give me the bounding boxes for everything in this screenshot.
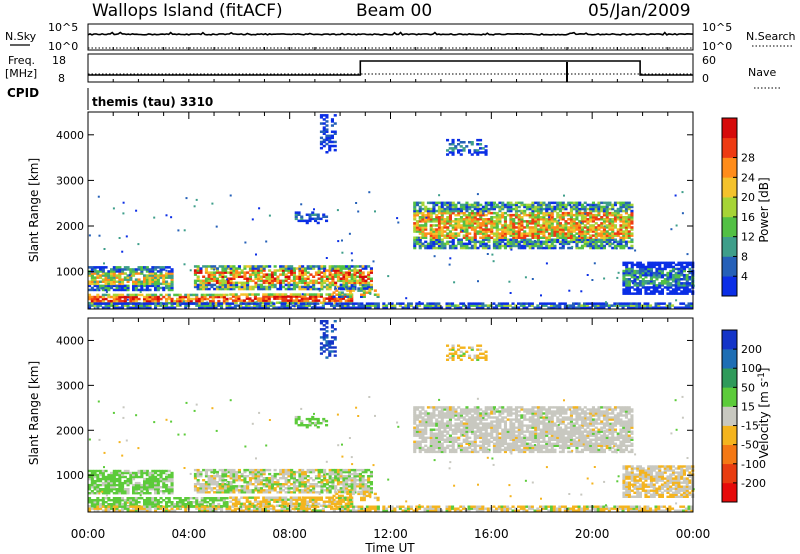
power-colorbar-swatch-7 (722, 137, 737, 158)
nave-tick-hi: 60 (702, 54, 716, 67)
nsearch-label: N.Search (746, 30, 796, 43)
x-tick-1: 04:00 (172, 527, 207, 541)
velocity-ytick-4000: 4000 (56, 334, 84, 347)
velocity-colorbar-label: Velocity [m s-1] (757, 368, 771, 459)
mhz-label: [MHz] (5, 67, 37, 80)
velocity-colorbar-tick-7: 200 (741, 343, 762, 356)
velocity-colorbar-swatch-4 (722, 406, 737, 426)
velocity-colorbar-tick-3: -15 (741, 420, 759, 433)
velocity-colorbar-tick-1: -100 (741, 458, 766, 471)
x-tick-5: 20:00 (575, 527, 610, 541)
velocity-heatmap (88, 320, 695, 513)
power-colorbar-swatch-8 (722, 118, 737, 139)
velocity-colorbar-tick-0: -200 (741, 477, 766, 490)
freq-label: Freq. (8, 54, 35, 67)
velocity-colorbar-swatch-5 (722, 387, 737, 407)
nsky-label: N.Sky (5, 30, 37, 43)
x-tick-2: 08:00 (272, 527, 307, 541)
power-colorbar-swatch-6 (722, 157, 737, 178)
power-panel: 1000 2000 3000 4000 Slant Range [km] 4 8 12 16… (27, 111, 771, 310)
x-axis-title: Time UT (364, 541, 415, 554)
velocity-colorbar-tick-4: 15 (741, 400, 755, 413)
nsearch-tick-hi: 10^5 (702, 21, 732, 34)
power-colorbar-swatch-0 (722, 276, 737, 297)
power-colorbar-swatch-1 (722, 256, 737, 277)
velocity-ylabel: Slant Range [km] (27, 361, 41, 465)
velocity-colorbar-swatch-1 (722, 463, 737, 484)
velocity-colorbar-tick-2: -50 (741, 439, 759, 452)
noise-panel: N.Sky 10^5 10^0 10^5 10^0 N.Search (5, 21, 796, 53)
power-colorbar-tick-0: 4 (741, 270, 748, 283)
power-colorbar-swatch-2 (722, 236, 737, 257)
nsky-series (87, 31, 693, 36)
velocity-colorbar-swatch-0 (722, 482, 737, 503)
power-ylabel: Slant Range [km] (27, 158, 41, 262)
nsky-tick-lo: 10^0 (48, 40, 78, 53)
x-tick-4: 16:00 (474, 527, 509, 541)
velocity-colorbar-swatch-2 (722, 444, 737, 465)
x-tick-6: 00:00 (676, 527, 711, 541)
power-colorbar-tick-6: 28 (741, 152, 755, 165)
power-colorbar-swatch-3 (722, 216, 737, 237)
power-colorbar-tick-1: 8 (741, 250, 748, 263)
velocity-colorbar: -200 -100 -50 -15 15 50 100 200 (721, 329, 766, 503)
velocity-ytick-1000: 1000 (56, 469, 84, 482)
power-colorbar-tick-4: 20 (741, 191, 755, 204)
power-colorbar-tick-5: 24 (741, 171, 755, 184)
power-ytick-3000: 3000 (56, 174, 84, 187)
velocity-ytick-3000: 3000 (56, 379, 84, 392)
velocity-colorbar-tick-6: 100 (741, 362, 762, 375)
power-colorbar-swatch-4 (722, 197, 737, 218)
cpid-label: CPID (7, 86, 39, 100)
x-tick-0: 00:00 (71, 527, 106, 541)
frequency-panel: Freq. [MHz] 18 8 60 0 Nave (5, 53, 780, 89)
beam-title: Beam 00 (356, 1, 432, 21)
power-colorbar-label: Power [dB] (757, 177, 771, 242)
power-ytick-4000: 4000 (56, 129, 84, 142)
station-title: Wallops Island (fitACF) (92, 1, 283, 21)
power-colorbar-tick-3: 16 (741, 211, 755, 224)
nsky-tick-hi: 10^5 (48, 21, 78, 34)
cpid-value: themis (tau) 3310 (92, 95, 213, 109)
velocity-colorbar-swatch-7 (722, 349, 737, 369)
freq-tick-hi: 18 (52, 54, 66, 67)
velocity-colorbar-swatch-8 (722, 330, 737, 350)
power-ytick-1000: 1000 (56, 266, 84, 279)
velocity-colorbar-tick-5: 50 (741, 381, 755, 394)
velocity-ytick-2000: 2000 (56, 424, 84, 437)
nsearch-tick-lo: 10^0 (702, 40, 732, 53)
power-colorbar: 4 8 12 16 20 24 28 (721, 117, 755, 297)
velocity-panel: 1000 2000 3000 4000 Slant Range [km] -200 -1… (27, 317, 771, 513)
velocity-colorbar-swatch-6 (722, 368, 737, 388)
date-title: 05/Jan/2009 (588, 1, 691, 21)
freq-tick-lo: 8 (58, 72, 65, 85)
nave-label: Nave (748, 66, 776, 79)
power-colorbar-swatch-5 (722, 177, 737, 198)
x-tick-3: 12:00 (373, 527, 408, 541)
nave-tick-lo: 0 (702, 72, 709, 85)
velocity-colorbar-swatch-3 (722, 425, 737, 445)
freq-series (88, 60, 693, 76)
power-ytick-2000: 2000 (56, 220, 84, 233)
power-colorbar-tick-2: 12 (741, 231, 755, 244)
